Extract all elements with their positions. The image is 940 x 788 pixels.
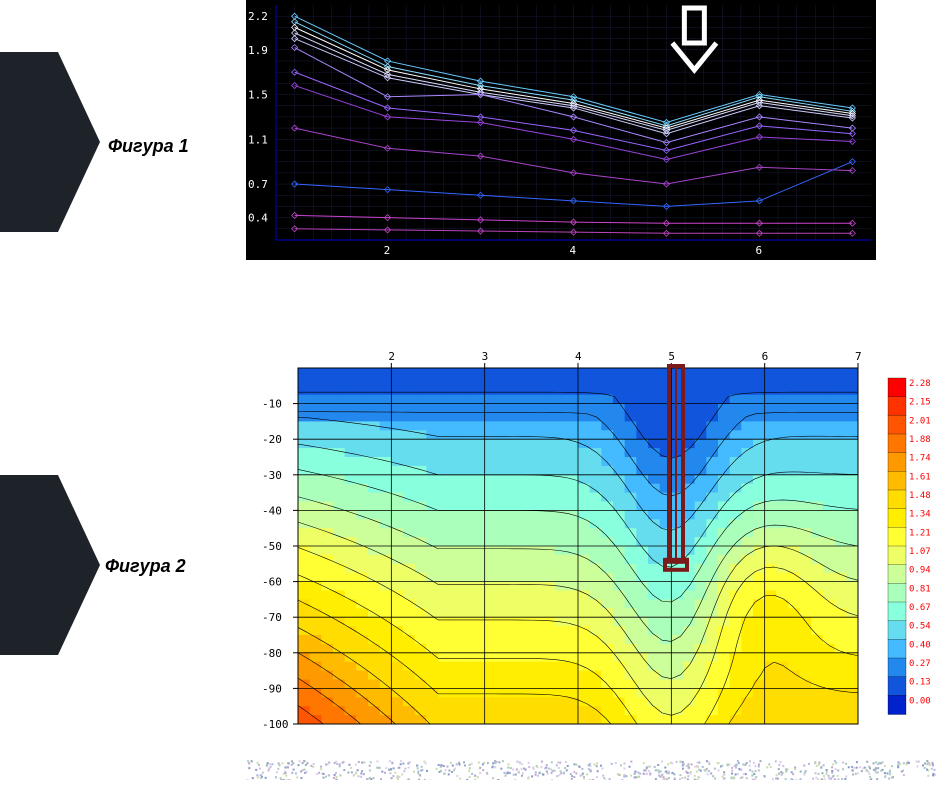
- svg-text:0.67: 0.67: [909, 603, 931, 613]
- svg-text:1.21: 1.21: [909, 528, 931, 538]
- svg-text:1.48: 1.48: [909, 491, 931, 501]
- svg-text:1.88: 1.88: [909, 435, 931, 445]
- svg-text:0.00: 0.00: [909, 696, 931, 706]
- pentagon-fig2: [0, 475, 100, 655]
- figure1-label: Фигура 1: [108, 136, 189, 157]
- svg-text:1.9: 1.9: [248, 44, 268, 57]
- svg-text:1.61: 1.61: [909, 472, 931, 482]
- svg-text:-50: -50: [262, 540, 282, 553]
- svg-text:0.27: 0.27: [909, 659, 931, 669]
- svg-text:0.94: 0.94: [909, 566, 931, 576]
- svg-text:5: 5: [668, 350, 675, 363]
- svg-text:-40: -40: [262, 504, 282, 517]
- svg-text:0.40: 0.40: [909, 640, 931, 650]
- svg-text:-60: -60: [262, 576, 282, 589]
- svg-text:1.1: 1.1: [248, 133, 268, 146]
- figure2-label: Фигура 2: [105, 556, 186, 577]
- svg-text:-70: -70: [262, 611, 282, 624]
- svg-text:3: 3: [482, 350, 489, 363]
- svg-text:0.4: 0.4: [248, 212, 268, 225]
- svg-text:4: 4: [575, 350, 582, 363]
- svg-text:0.81: 0.81: [909, 584, 931, 594]
- svg-text:6: 6: [762, 350, 769, 363]
- svg-text:0.54: 0.54: [909, 622, 931, 632]
- svg-text:1.07: 1.07: [909, 547, 931, 557]
- figure1-chart: 0.4 0.7 1.1 1.5 1.9 2.2 2 4 6: [246, 0, 876, 260]
- figure2-chart: 2 3 4 5 6 7 -10 -20 -30 -40 -50 -60 -70 -80 -90 -100 2.2…: [246, 350, 936, 735]
- svg-text:0.7: 0.7: [248, 178, 268, 191]
- svg-text:-100: -100: [262, 718, 289, 731]
- svg-text:-80: -80: [262, 647, 282, 660]
- svg-text:2.2: 2.2: [248, 10, 268, 23]
- svg-text:0.13: 0.13: [909, 678, 931, 688]
- pentagon-fig1: [0, 52, 100, 232]
- svg-text:-10: -10: [262, 398, 282, 411]
- svg-text:2.15: 2.15: [909, 398, 931, 408]
- svg-text:6: 6: [755, 244, 762, 257]
- svg-text:4: 4: [570, 244, 577, 257]
- svg-text:2: 2: [384, 244, 391, 257]
- svg-text:1.74: 1.74: [909, 454, 931, 464]
- well-marker: [665, 366, 687, 570]
- svg-text:-20: -20: [262, 433, 282, 446]
- svg-text:2.28: 2.28: [909, 379, 931, 389]
- noise-bar: [246, 760, 936, 780]
- svg-text:-30: -30: [262, 469, 282, 482]
- svg-text:2: 2: [388, 350, 395, 363]
- svg-text:-90: -90: [262, 682, 282, 695]
- svg-text:7: 7: [855, 350, 862, 363]
- svg-text:1.34: 1.34: [909, 510, 931, 520]
- svg-text:2.01: 2.01: [909, 416, 931, 426]
- svg-text:1.5: 1.5: [248, 89, 268, 102]
